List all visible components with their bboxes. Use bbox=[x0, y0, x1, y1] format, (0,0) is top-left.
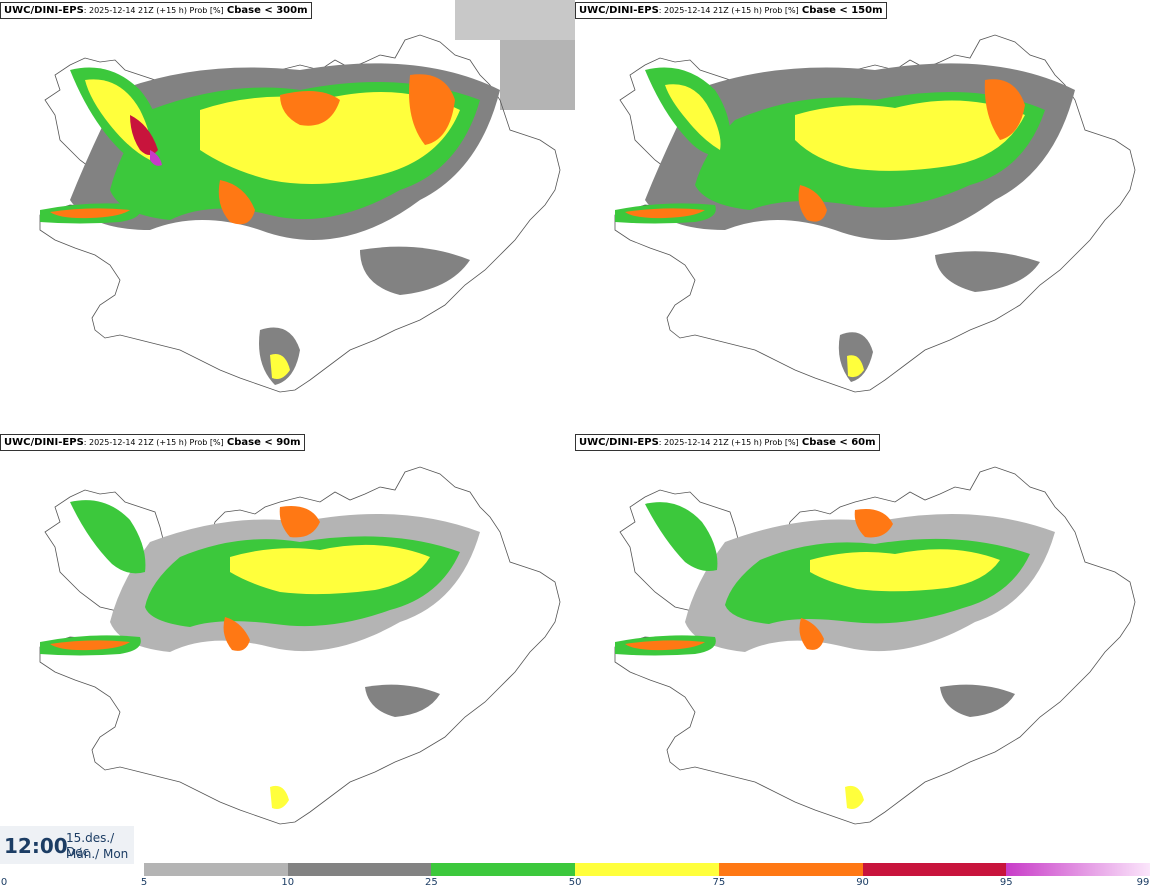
map-panel-cbase-60m: UWC/DINI-EPS: 2025-12-14 21Z (+15 h) Pro… bbox=[575, 432, 1150, 862]
colorbar-tick-label: 25 bbox=[425, 877, 438, 888]
colorbar-tick-label: 75 bbox=[712, 877, 726, 888]
map-panel-cbase-150m: UWC/DINI-EPS: 2025-12-14 21Z (+15 h) Pro… bbox=[575, 0, 1150, 430]
colorbar-bin bbox=[1006, 863, 1150, 876]
panel-title: UWC/DINI-EPS: 2025-12-14 21Z (+15 h) Pro… bbox=[0, 2, 312, 19]
iceland-probability-map bbox=[614, 34, 1136, 393]
panel-title: UWC/DINI-EPS: 2025-12-14 21Z (+15 h) Pro… bbox=[575, 434, 880, 451]
map-panel-cbase-300m: UWC/DINI-EPS: 2025-12-14 21Z (+15 h) Pro… bbox=[0, 0, 575, 430]
colorbar-tick-label: 95 bbox=[999, 877, 1013, 888]
colorbar-bin bbox=[431, 863, 576, 876]
colorbar-bin bbox=[718, 863, 864, 876]
panel-title: UWC/DINI-EPS: 2025-12-14 21Z (+15 h) Pro… bbox=[575, 2, 887, 19]
colorbar-tick-label: 90 bbox=[856, 877, 869, 888]
valid-time: 12:00 bbox=[4, 834, 68, 858]
iceland-probability-map bbox=[39, 466, 561, 825]
iceland-probability-map bbox=[39, 0, 575, 393]
valid-weekday: Mán./ Mon bbox=[66, 847, 129, 861]
colorbar bbox=[144, 863, 1150, 876]
colorbar-bin bbox=[287, 863, 432, 876]
colorbar-tick-label: 99 bbox=[1136, 877, 1150, 888]
colorbar-bin bbox=[575, 863, 720, 876]
iceland-probability-map bbox=[614, 466, 1136, 825]
valid-date: 15.des./ Dec bbox=[66, 831, 115, 859]
colorbar-tick-label: 5 bbox=[140, 877, 148, 888]
panel-title: UWC/DINI-EPS: 2025-12-14 21Z (+15 h) Pro… bbox=[0, 434, 305, 451]
colorbar-tick-label: 50 bbox=[568, 877, 582, 888]
colorbar-bin bbox=[862, 863, 1007, 876]
colorbar-bin bbox=[144, 863, 289, 876]
colorbar-tick-label: 0 bbox=[0, 877, 8, 888]
map-panel-cbase-90m: UWC/DINI-EPS: 2025-12-14 21Z (+15 h) Pro… bbox=[0, 432, 575, 862]
valid-time-box: 12:00 15.des./ Dec Mán./ Mon bbox=[0, 826, 134, 864]
colorbar-tick-label: 10 bbox=[281, 877, 295, 888]
